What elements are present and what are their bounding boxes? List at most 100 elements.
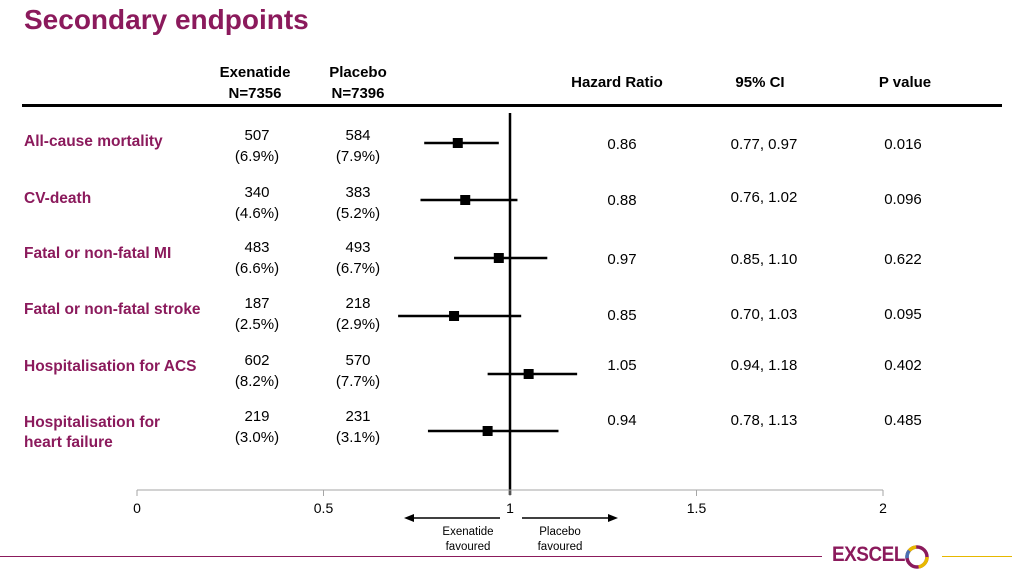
p-value: 0.402 <box>884 357 922 374</box>
exenatide-count: 219 (3.0%) <box>222 406 292 448</box>
exenatide-count: 507 (6.9%) <box>222 125 292 167</box>
footer-rule-right <box>942 556 1012 557</box>
endpoint-label-line: All-cause mortality <box>24 133 163 150</box>
placebo-header: Placebo N=7396 <box>313 62 403 104</box>
exenatide-percent: (8.2%) <box>234 373 280 390</box>
placebo-events: 584 <box>345 127 371 144</box>
placebo-percent: (2.9%) <box>335 316 381 333</box>
exenatide-events: 340 <box>244 184 270 201</box>
exenatide-percent: (4.6%) <box>234 205 280 222</box>
placebo-percent: (6.7%) <box>335 260 381 277</box>
exenatide-favoured-line2: favoured <box>445 541 491 553</box>
placebo-count: 584 (7.9%) <box>323 125 393 167</box>
hazard-ratio-marker <box>449 311 460 321</box>
hazard-ratio-marker <box>493 253 504 263</box>
endpoint-label: Fatal or non-fatal stroke <box>24 300 201 320</box>
placebo-favoured-label: Placebo favoured <box>520 525 600 555</box>
ci-value: 0.94, 1.18 <box>730 357 798 374</box>
endpoint-label: All-cause mortality <box>24 132 163 152</box>
footer-rule-left <box>0 556 822 557</box>
ci-value: 0.70, 1.03 <box>730 306 798 323</box>
exscel-logo-text: EXSCEL <box>832 543 905 566</box>
hazard-ratio-marker <box>482 426 493 436</box>
exenatide-header-n: N=7356 <box>228 85 282 102</box>
hazard-ratio-marker <box>452 138 463 148</box>
placebo-header-n: N=7396 <box>331 85 385 102</box>
placebo-count: 570 (7.7%) <box>323 350 393 392</box>
ci-value: 0.77, 0.97 <box>730 136 798 153</box>
hazard-ratio-marker <box>460 195 471 205</box>
placebo-count: 493 (6.7%) <box>323 237 393 279</box>
exenatide-percent: (6.9%) <box>234 148 280 165</box>
x-tick-label: 0.5 <box>314 500 334 516</box>
x-tick-label: 0 <box>133 500 141 516</box>
endpoint-label-line: Fatal or non-fatal stroke <box>24 301 201 318</box>
placebo-percent: (7.7%) <box>335 373 381 390</box>
x-tick-label: 2 <box>879 500 887 516</box>
exenatide-percent: (6.6%) <box>234 260 280 277</box>
exenatide-count: 340 (4.6%) <box>222 182 292 224</box>
endpoint-label: Hospitalisation for ACS <box>24 357 197 377</box>
exenatide-count: 483 (6.6%) <box>222 237 292 279</box>
exenatide-events: 219 <box>244 408 270 425</box>
placebo-percent: (3.1%) <box>335 429 381 446</box>
ci-header: 95% CI <box>735 74 785 91</box>
exenatide-favoured-line1: Exenatide <box>442 526 494 538</box>
p-value: 0.095 <box>884 306 922 323</box>
p-value: 0.485 <box>884 412 922 429</box>
endpoint-label-line: Hospitalisation for <box>24 414 161 431</box>
placebo-events: 493 <box>345 239 371 256</box>
endpoint-label-line: CV-death <box>24 190 92 207</box>
exenatide-count: 187 (2.5%) <box>222 293 292 335</box>
placebo-percent: (7.9%) <box>335 148 381 165</box>
exenatide-header: Exenatide N=7356 <box>210 62 300 104</box>
hazard-ratio-value: 0.86 <box>607 136 637 153</box>
hazard-ratio-header: Hazard Ratio <box>571 74 663 91</box>
placebo-events: 218 <box>345 295 371 312</box>
ci-value: 0.78, 1.13 <box>730 412 798 429</box>
endpoint-label-line: Fatal or non-fatal MI <box>24 245 172 262</box>
exenatide-header-name: Exenatide <box>219 64 291 81</box>
hazard-ratio-value: 0.88 <box>607 192 637 209</box>
placebo-favoured-line1: Placebo <box>539 526 581 538</box>
exenatide-events: 602 <box>244 352 270 369</box>
exenatide-events: 507 <box>244 127 270 144</box>
exenatide-events: 483 <box>244 239 270 256</box>
placebo-percent: (5.2%) <box>335 205 381 222</box>
ci-value: 0.76, 1.02 <box>730 189 798 206</box>
endpoint-label: Fatal or non-fatal MI <box>24 244 171 264</box>
endpoint-label: CV-death <box>24 189 91 209</box>
x-tick-label: 1 <box>506 500 514 516</box>
placebo-header-name: Placebo <box>329 64 387 81</box>
placebo-favoured-line2: favoured <box>537 541 583 553</box>
hazard-ratio-value: 1.05 <box>607 357 637 374</box>
p-value-header: P value <box>878 74 932 91</box>
placebo-count: 218 (2.9%) <box>323 293 393 335</box>
page-title: Secondary endpoints <box>24 4 309 35</box>
placebo-count: 383 (5.2%) <box>323 182 393 224</box>
exenatide-favoured-label: Exenatide favoured <box>428 525 508 555</box>
hazard-ratio-value: 0.97 <box>607 251 637 268</box>
hazard-ratio-marker <box>523 369 534 379</box>
endpoint-label-line: heart failure <box>24 434 113 451</box>
placebo-events: 383 <box>345 184 371 201</box>
p-value: 0.622 <box>884 251 922 268</box>
exscel-logo-icon <box>905 545 929 569</box>
endpoint-label: Hospitalisation for heart failure <box>24 413 160 453</box>
placebo-events: 231 <box>345 408 371 425</box>
hazard-ratio-value: 0.94 <box>607 412 637 429</box>
x-tick-label: 1.5 <box>687 500 707 516</box>
exenatide-percent: (3.0%) <box>234 429 280 446</box>
exenatide-percent: (2.5%) <box>234 316 280 333</box>
hazard-ratio-value: 0.85 <box>607 307 637 324</box>
p-value: 0.096 <box>884 191 922 208</box>
placebo-events: 570 <box>345 352 371 369</box>
right-arrow-head <box>608 514 618 522</box>
header-rule <box>22 104 1002 107</box>
p-value: 0.016 <box>884 136 922 153</box>
exenatide-count: 602 (8.2%) <box>222 350 292 392</box>
left-arrow-head <box>404 514 414 522</box>
ci-value: 0.85, 1.10 <box>730 251 798 268</box>
exenatide-events: 187 <box>244 295 270 312</box>
